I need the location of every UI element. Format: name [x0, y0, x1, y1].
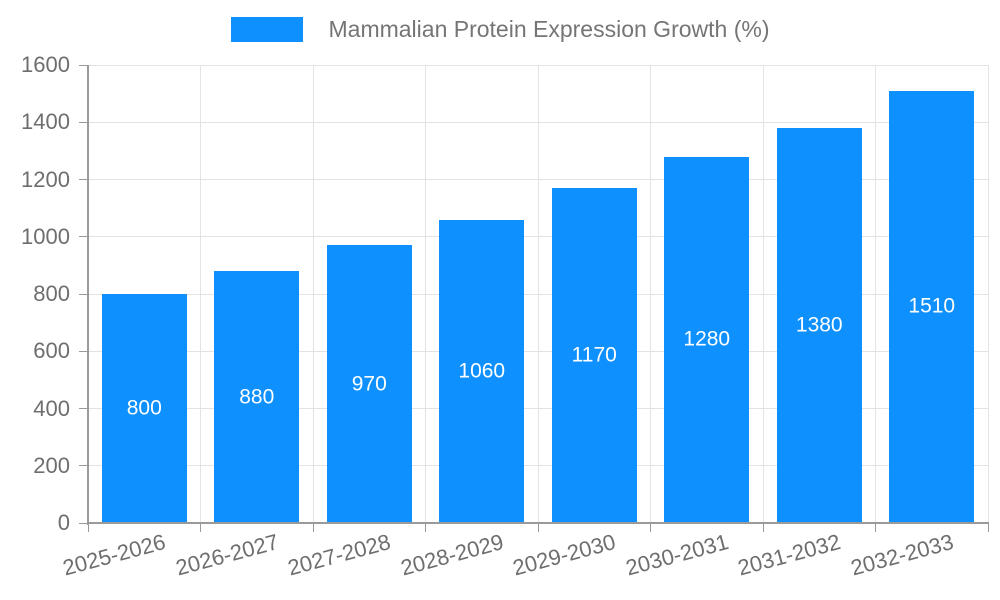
y-axis-tick-label: 1400	[21, 109, 70, 135]
y-axis-tick-label: 400	[33, 395, 70, 421]
y-axis-tick-label: 1600	[21, 52, 70, 77]
x-gridline	[425, 65, 426, 523]
x-gridline	[312, 65, 314, 523]
bar-2026-2027[interactable]: 880	[214, 271, 300, 522]
legend[interactable]: Mammalian Protein Expression Growth (%)	[0, 16, 1000, 43]
x-axis-category-label: 2030-2031	[622, 529, 731, 581]
bar-2030-2031[interactable]: 1280	[664, 156, 750, 522]
legend-label: Mammalian Protein Expression Growth (%)	[328, 16, 770, 42]
y-axis-tick	[79, 179, 88, 180]
bar-value-label: 1380	[795, 313, 843, 337]
y-axis-tick	[79, 522, 88, 524]
y-axis-line	[87, 65, 89, 525]
bar-value-label: 1170	[571, 343, 617, 367]
y-axis-tick	[79, 350, 88, 352]
x-axis-tick	[312, 523, 314, 532]
x-gridline	[650, 65, 651, 523]
x-axis-tick	[87, 523, 89, 532]
y-axis-tick-label: 800	[33, 281, 70, 306]
x-axis-tick	[200, 523, 201, 532]
y-axis-tick	[79, 465, 88, 467]
bar-2032-2033[interactable]: 1510	[889, 90, 975, 522]
x-gridline	[875, 65, 876, 523]
bar-value-label: 1280	[683, 327, 731, 351]
x-gridline	[537, 65, 539, 523]
x-axis-category-label: 2032-2033	[847, 529, 956, 581]
bar-2027-2028[interactable]: 970	[326, 245, 412, 522]
x-axis-category-label: 2026-2027	[172, 529, 281, 581]
x-axis-line	[87, 522, 989, 524]
bar-2028-2029[interactable]: 1060	[439, 219, 525, 522]
y-axis-tick-label: 0	[57, 510, 70, 535]
y-axis-tick-label: 600	[33, 338, 70, 364]
y-axis-tick-label: 1000	[21, 223, 70, 249]
legend-swatch-icon	[230, 17, 303, 42]
y-axis-tick	[79, 293, 88, 295]
bar-2031-2032[interactable]: 1380	[776, 127, 862, 522]
x-axis-tick	[762, 523, 764, 532]
bar-value-label: 1060	[458, 359, 506, 383]
x-axis-tick	[987, 523, 989, 532]
bar-value-label: 880	[239, 385, 275, 409]
x-axis-tick	[650, 523, 651, 532]
x-axis-tick	[537, 523, 539, 532]
x-axis-tick	[875, 523, 876, 532]
x-axis-category-label: 2025-2026	[60, 529, 169, 581]
y-axis-tick-label: 1200	[21, 166, 70, 192]
x-axis-category-label: 2031-2032	[735, 529, 844, 581]
bar-value-label: 800	[126, 396, 162, 420]
bar-value-label: 970	[351, 372, 387, 396]
y-axis-tick-label: 200	[33, 452, 70, 478]
x-axis-category-label: 2028-2029	[397, 529, 506, 581]
x-gridline	[762, 65, 764, 523]
y-axis-tick	[79, 64, 88, 66]
bar-value-label: 1510	[908, 294, 956, 318]
x-gridline	[987, 65, 989, 523]
x-gridline	[200, 65, 201, 523]
bar-2029-2030[interactable]: 1170	[551, 188, 637, 522]
y-axis-tick	[79, 236, 88, 238]
y-axis-tick	[79, 408, 88, 409]
bar-2025-2026[interactable]: 800	[101, 294, 187, 522]
x-axis-category-label: 2027-2028	[285, 529, 394, 581]
y-axis-tick	[79, 121, 88, 123]
x-axis-category-label: 2029-2030	[510, 529, 619, 581]
x-axis-tick	[425, 523, 426, 532]
